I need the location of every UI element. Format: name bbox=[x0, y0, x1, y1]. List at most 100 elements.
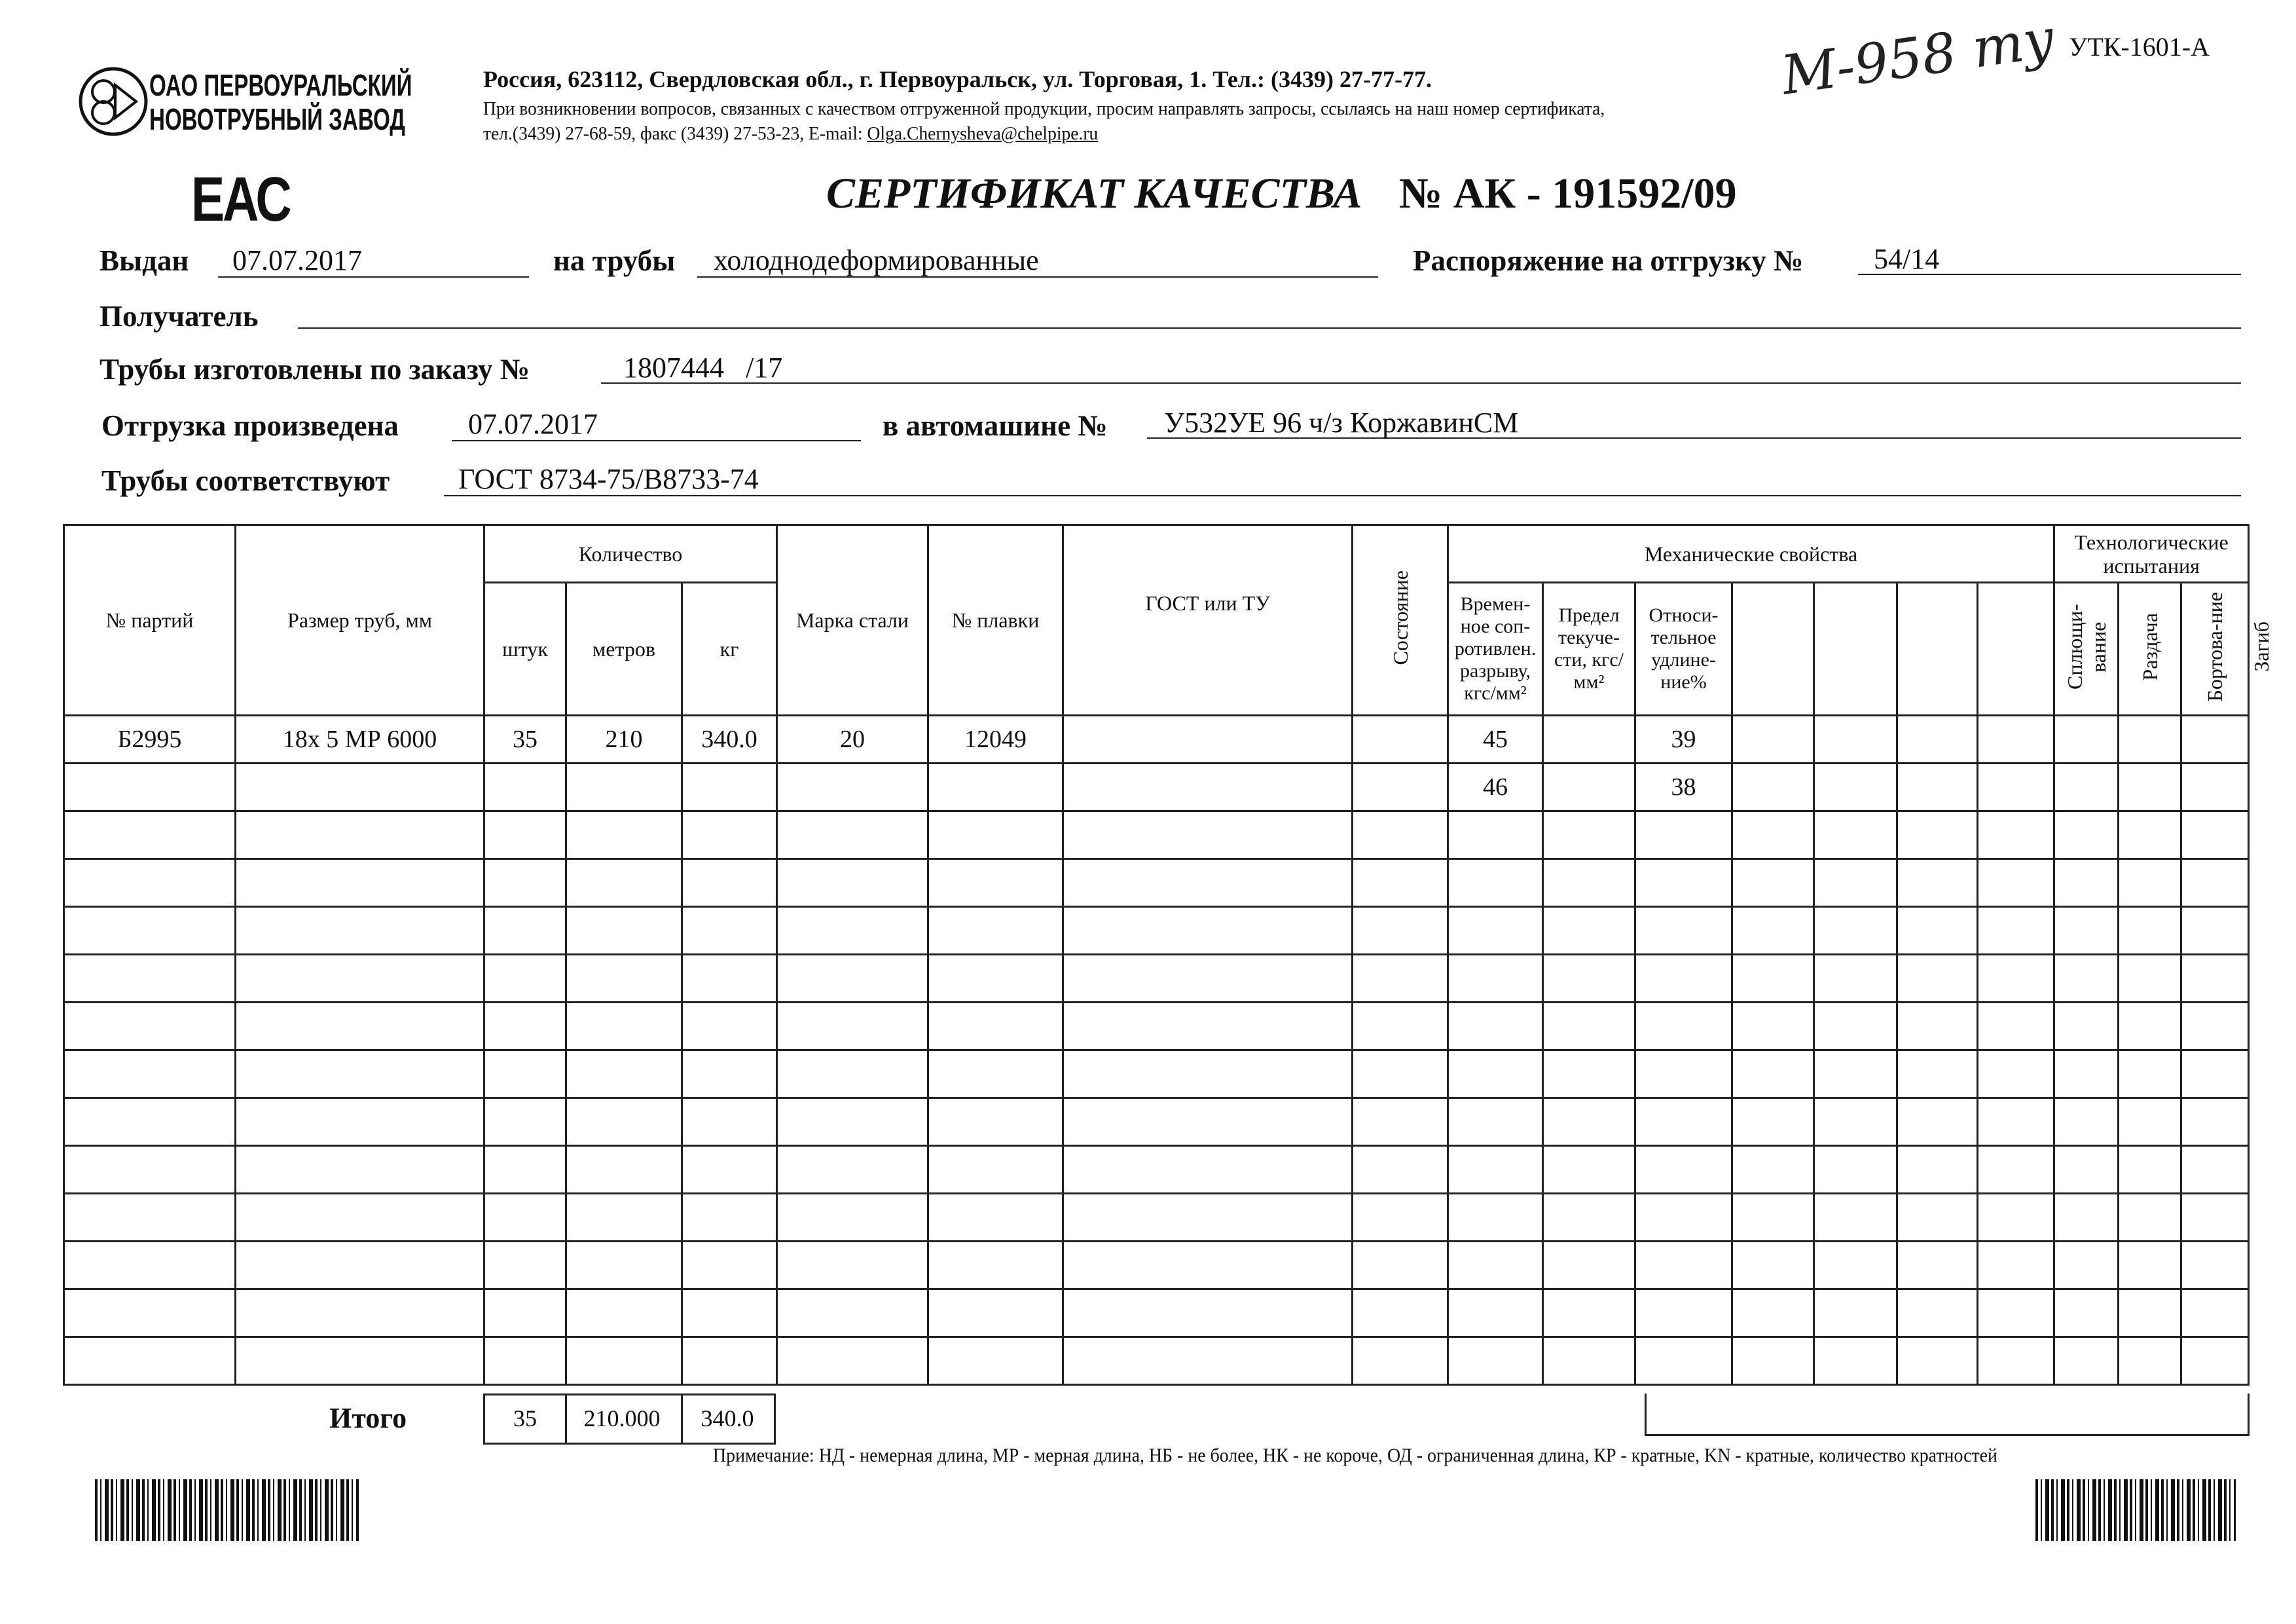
table-cell bbox=[483, 762, 567, 812]
table-cell bbox=[1731, 1288, 1815, 1338]
table-cell: 46 bbox=[1447, 762, 1544, 812]
table-cell: 38 bbox=[1634, 762, 1734, 812]
table-cell bbox=[776, 1288, 930, 1338]
table-cell bbox=[680, 858, 778, 908]
table-cell bbox=[1977, 1049, 2056, 1099]
table-cell bbox=[2180, 1001, 2250, 1051]
table-cell bbox=[776, 1097, 930, 1147]
table-cell bbox=[1896, 1001, 1979, 1051]
title-number-label: № АК - bbox=[1398, 170, 1541, 217]
table-cell bbox=[1351, 906, 1449, 955]
table-cell bbox=[927, 858, 1065, 908]
table-cell bbox=[2180, 1336, 2250, 1386]
table-cell bbox=[1977, 1001, 2056, 1051]
table-cell bbox=[1896, 1336, 1979, 1386]
table-cell bbox=[483, 1049, 567, 1099]
table-cell bbox=[2117, 1049, 2183, 1099]
table-cell bbox=[2180, 1240, 2250, 1290]
table-cell bbox=[483, 953, 567, 1003]
table-cell bbox=[234, 858, 485, 908]
table-cell bbox=[1062, 810, 1354, 860]
contacts-phones: тел.(3439) 27-68-59, факс (3439) 27-53-2… bbox=[483, 123, 867, 144]
table-cell bbox=[927, 1192, 1065, 1242]
table-cell bbox=[1447, 1336, 1544, 1386]
table-cell bbox=[1977, 1288, 2056, 1338]
shipping-order-label: Распоряжение на отгрузку № bbox=[1413, 244, 1804, 277]
table-cell bbox=[1813, 762, 1899, 812]
recipient-label: Получатель bbox=[100, 300, 259, 333]
table-cell bbox=[1542, 906, 1637, 955]
table-cell bbox=[1634, 953, 1734, 1003]
total-label: Итого bbox=[329, 1402, 407, 1434]
table-cell bbox=[63, 858, 236, 908]
table-cell bbox=[483, 906, 567, 955]
table-cell bbox=[1062, 714, 1354, 764]
col-state: Состояние bbox=[1351, 524, 1449, 716]
vehicle-value: У532УЕ 96 ч/з КоржавинСМ bbox=[1164, 407, 1519, 439]
signature-box bbox=[1645, 1393, 2250, 1436]
table-cell bbox=[1813, 1240, 1899, 1290]
table-cell bbox=[565, 1145, 683, 1194]
table-cell bbox=[1813, 1097, 1899, 1147]
table-cell bbox=[1977, 858, 2056, 908]
table-cell bbox=[1447, 1001, 1544, 1051]
table-cell bbox=[1896, 906, 1979, 955]
table-cell bbox=[63, 1049, 236, 1099]
table-cell bbox=[234, 1097, 485, 1147]
shipped-date: 07.07.2017 bbox=[468, 408, 598, 440]
table-cell bbox=[1351, 858, 1449, 908]
table-cell bbox=[1062, 1288, 1354, 1338]
company-name-line1: ОАО ПЕРВОУРАЛЬСКИЙ bbox=[149, 68, 412, 102]
table-cell bbox=[483, 1097, 567, 1147]
table-cell bbox=[1813, 1336, 1899, 1386]
col-mech: Механические свойства bbox=[1447, 524, 2056, 583]
table-cell bbox=[1634, 1192, 1734, 1242]
table-cell bbox=[1634, 1336, 1734, 1386]
col-bend-label: Загиб bbox=[2250, 621, 2274, 672]
table-cell bbox=[776, 953, 930, 1003]
table-cell bbox=[1062, 1049, 1354, 1099]
table-cell bbox=[2180, 906, 2250, 955]
table-cell bbox=[1813, 810, 1899, 860]
form-code: УТК-1601-А bbox=[2069, 32, 2210, 62]
table-cell bbox=[2053, 714, 2120, 764]
table-cell bbox=[2053, 1097, 2120, 1147]
table-cell bbox=[1447, 1049, 1544, 1099]
table-cell bbox=[1896, 953, 1979, 1003]
quality-notice: При возникновении вопросов, связанных с … bbox=[483, 98, 1605, 119]
table-cell bbox=[1731, 858, 1815, 908]
table-cell bbox=[1634, 1049, 1734, 1099]
table-cell bbox=[1351, 1336, 1449, 1386]
col-flange-label: Бортова-ние bbox=[2203, 591, 2227, 702]
table-cell bbox=[927, 1145, 1065, 1194]
col-flatten-label: Сплющи-вание bbox=[2062, 604, 2110, 690]
table-cell bbox=[2053, 1001, 2120, 1051]
table-cell bbox=[1896, 1192, 1979, 1242]
quality-table: № партий Размер труб, мм Количество Марк… bbox=[63, 524, 2273, 1386]
col-mech-empty bbox=[1977, 581, 2056, 716]
table-cell bbox=[483, 1001, 567, 1051]
table-cell bbox=[1977, 1097, 2056, 1147]
table-cell bbox=[680, 762, 778, 812]
table-row bbox=[63, 1192, 2250, 1242]
table-cell bbox=[63, 810, 236, 860]
table-cell bbox=[234, 1288, 485, 1338]
col-state-label: Состояние bbox=[1388, 570, 1412, 665]
table-cell bbox=[1542, 1288, 1637, 1338]
table-cell bbox=[234, 953, 485, 1003]
table-cell bbox=[1634, 1288, 1734, 1338]
email-link[interactable]: Olga.Chernysheva@chelpipe.ru bbox=[867, 123, 1099, 144]
table-cell bbox=[1062, 762, 1354, 812]
table-cell bbox=[776, 858, 930, 908]
table-cell bbox=[1542, 1240, 1637, 1290]
table-row bbox=[63, 906, 2250, 955]
table-row bbox=[63, 1097, 2250, 1147]
col-elongation: Относи-тельное удлине-ние% bbox=[1634, 581, 1734, 716]
col-flatten: Сплющи-вание bbox=[2053, 581, 2120, 716]
table-cell bbox=[680, 1192, 778, 1242]
table-cell bbox=[927, 810, 1065, 860]
table-cell bbox=[1542, 1192, 1637, 1242]
handwritten-note: М-958 ту bbox=[1777, 7, 2059, 107]
certificate-number: 191592/09 bbox=[1552, 170, 1737, 217]
col-mech-empty bbox=[1896, 581, 1979, 716]
